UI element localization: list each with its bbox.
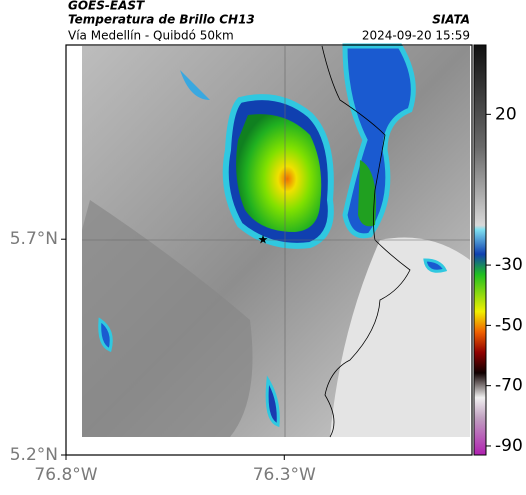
lon-tick-label: 76.8°W: [34, 465, 97, 485]
colorbar-tick-label: -50: [495, 315, 523, 335]
colorbar-tick-label: -90: [495, 436, 523, 456]
colorbar-tick-label: -30: [495, 255, 523, 275]
location: Vía Medellín - Quibdó 50km: [68, 29, 234, 43]
colorbar: [473, 44, 487, 456]
lat-tick-label: 5.2°N: [10, 445, 58, 465]
brand: SIATA: [432, 13, 470, 27]
product: Temperatura de Brillo CH13: [68, 13, 255, 27]
lon-tick-label: 76.3°W: [253, 465, 316, 485]
datetime: 2024-09-20 15:59: [362, 29, 470, 43]
map-frame: [65, 44, 473, 456]
satellite-image: ★: [82, 43, 470, 438]
colorbar-tick-label: -70: [495, 376, 523, 396]
source: GOES-EAST: [68, 0, 145, 13]
colorbar-tick-label: 20: [495, 104, 517, 124]
svg-text:★: ★: [258, 233, 269, 247]
lat-tick-label: 5.7°N: [10, 229, 58, 249]
